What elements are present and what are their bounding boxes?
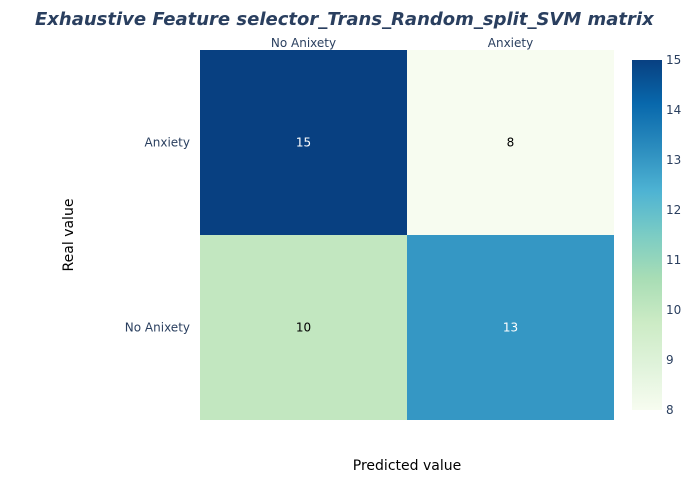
x-tick-label: Anxiety — [488, 36, 533, 50]
y-tick-label: Anxiety — [145, 136, 190, 150]
colorbar-ticks: 8 9 10 11 12 13 14 15 — [666, 53, 681, 417]
cell-value-label: 13 — [503, 321, 518, 335]
y-axis-ticks: Anxiety No Anixety — [125, 136, 190, 335]
heatmap-cell — [407, 50, 614, 235]
heatmap-cells — [200, 50, 614, 420]
heatmap-cell — [200, 235, 407, 420]
cell-value-label: 15 — [296, 136, 311, 150]
colorbar-tick-label: 11 — [666, 253, 681, 267]
colorbar — [632, 60, 662, 410]
x-axis-ticks: No Anixety Anxiety — [271, 36, 533, 50]
colorbar-tick-label: 9 — [666, 353, 674, 367]
heatmap-cell — [200, 50, 407, 235]
x-tick-label: No Anixety — [271, 36, 336, 50]
heatmap-cell-labels: 15 8 10 13 — [296, 136, 518, 335]
x-axis-title: Predicted value — [353, 458, 461, 474]
colorbar-tick-label: 12 — [666, 203, 681, 217]
colorbar-tick-label: 13 — [666, 153, 681, 167]
colorbar-tick-label: 14 — [666, 103, 681, 117]
y-axis-title: Real value — [61, 199, 77, 272]
colorbar-tick-label: 15 — [666, 53, 681, 67]
colorbar-tick-label: 8 — [666, 403, 674, 417]
chart-title: Exhaustive Feature selector_Trans_Random… — [35, 9, 655, 30]
colorbar-tick-label: 10 — [666, 303, 681, 317]
heatmap-cell — [407, 235, 614, 420]
cell-value-label: 8 — [507, 136, 515, 150]
y-tick-label: No Anixety — [125, 321, 190, 335]
cell-value-label: 10 — [296, 321, 311, 335]
